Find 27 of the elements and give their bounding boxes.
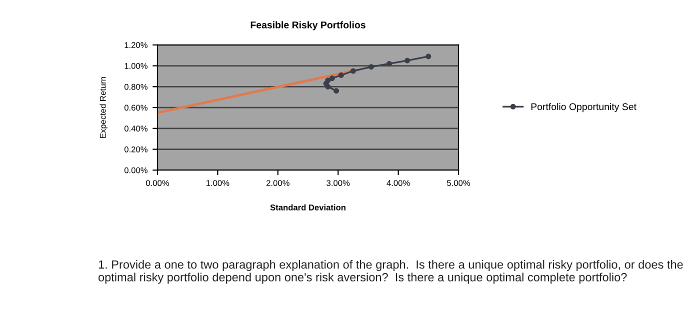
y-tick-label: 0.60% — [124, 104, 148, 111]
point — [338, 72, 344, 78]
x-tick-label: 0.00% — [146, 180, 170, 186]
x-tick-label: 5.00% — [447, 180, 470, 186]
point — [334, 88, 340, 94]
text: 1. Provide a one to two paragraph explanation of the graph. Is there a unique optimal risky portfolio, or does the optimal risky portfolio depend upon one's risk aversion? Is there a unique optimal complete portfolio? — [98, 260, 683, 284]
x-tick-label: 4.00% — [386, 180, 410, 186]
y-axis-title: Expected Return — [100, 77, 108, 138]
y-tick-label: 0.20% — [124, 146, 148, 152]
point — [368, 64, 374, 70]
legend-label: Portfolio Opportunity Set — [531, 103, 636, 112]
point — [426, 54, 432, 60]
y-tick-label: 1.00% — [124, 63, 148, 69]
chart-title: Feasible Risky Portfolios — [250, 21, 366, 30]
y-tick-label: 0.40% — [124, 126, 148, 132]
point — [325, 78, 331, 84]
x-tick-label: 3.00% — [326, 180, 350, 186]
x-tick-label: 1.00% — [206, 180, 230, 186]
point — [329, 76, 335, 82]
point — [386, 60, 392, 66]
y-tick-label: 1.20% — [124, 42, 148, 48]
x-tick-label: 2.00% — [266, 180, 290, 186]
point — [404, 58, 410, 64]
y-tick-label: 0.00% — [124, 167, 148, 174]
point — [350, 68, 356, 74]
x-axis-title: Standard Deviation — [270, 204, 346, 210]
y-tick-label: 0.80% — [124, 84, 148, 90]
